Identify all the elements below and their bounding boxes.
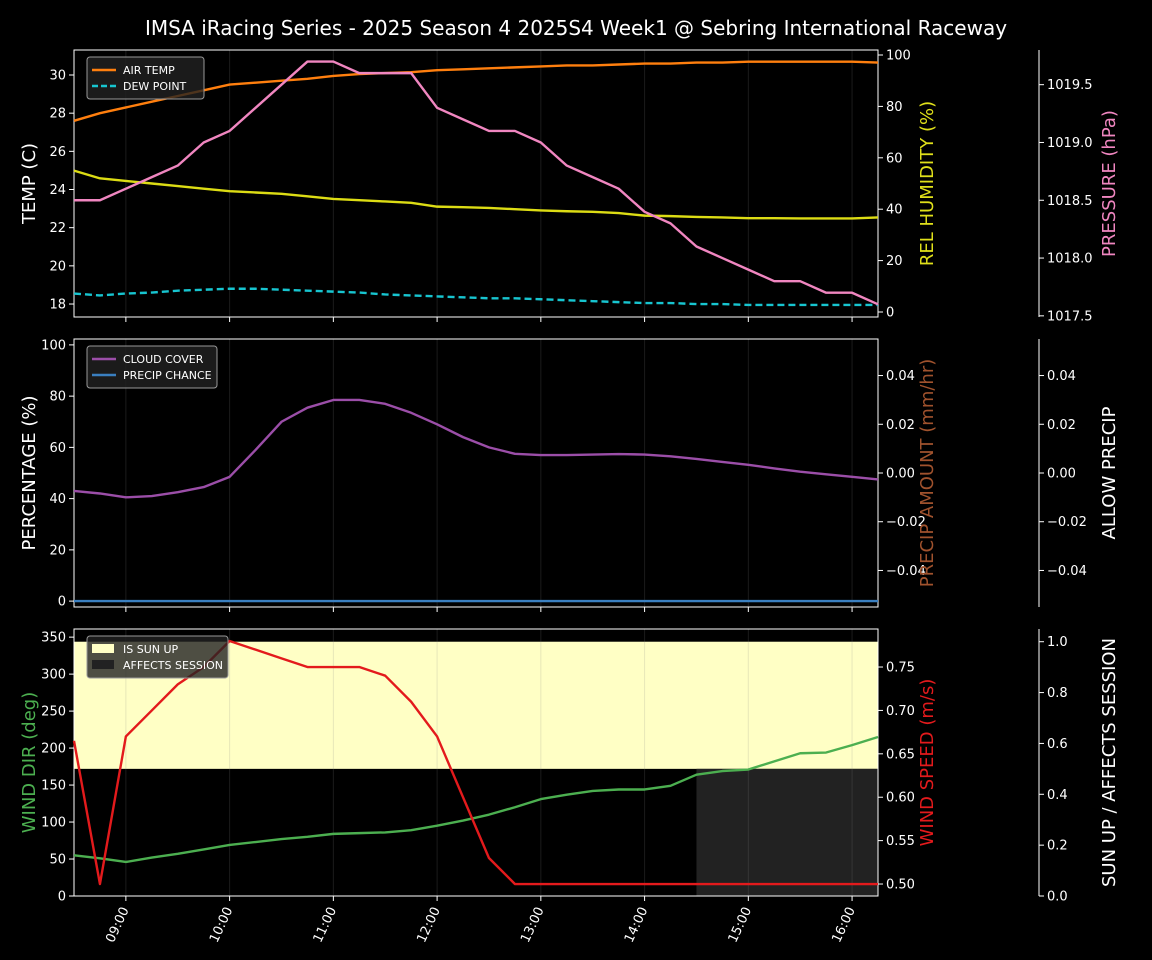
x-tick-label: 15:00 — [726, 905, 755, 945]
y-tick-label: 0.00 — [886, 467, 915, 482]
series-line-axis0 — [73, 735, 879, 864]
axis-label: PERCENTAGE (%) — [19, 395, 40, 550]
panel-3: 0 50 100 150 200 250 300 350 WIND DIR (deg) 0.50 0… — [19, 628, 1120, 945]
legend-label: PRECIP CHANCE — [123, 369, 212, 382]
y-tick-label: 100 — [41, 338, 66, 353]
plot-frame — [73, 49, 879, 318]
x-tick-label: 13:00 — [518, 905, 547, 945]
y-tick-label: 24 — [49, 183, 66, 198]
y-tick-label: 28 — [49, 107, 66, 122]
axis-label: WIND SPEED (m/s) — [917, 679, 938, 847]
panel-2: 0 20 40 60 80 100 PERCENTAGE (%) −0.04 −0.02 0.00… — [19, 338, 1120, 612]
y-tick-label: 26 — [49, 145, 66, 160]
panel-1: 18 20 22 24 26 28 30 TEMP (C) 0 20 40 60 80 100 REL HU… — [19, 49, 1120, 325]
y-tick-label: 50 — [49, 853, 66, 868]
series-line-axis1 — [73, 169, 879, 220]
y-tick-label: 1.0 — [1047, 635, 1068, 650]
y-tick-label: 30 — [49, 69, 66, 84]
y-tick-label: 0.60 — [886, 791, 915, 806]
y-tick-label: 80 — [886, 100, 903, 115]
y-tick-label: 60 — [49, 441, 66, 456]
plot-frame — [73, 628, 879, 897]
y-tick-label: 0.02 — [886, 418, 915, 433]
y-tick-label: 20 — [49, 543, 66, 558]
y-tick-label: 22 — [49, 221, 66, 236]
y-tick-label: 0.50 — [886, 878, 915, 893]
legend-label: CLOUD COVER — [123, 353, 204, 366]
y-tick-label: 0.8 — [1047, 686, 1068, 701]
x-tick-label: 16:00 — [829, 905, 858, 945]
axis-label: PRECIP AMOUNT (mm/hr) — [917, 359, 938, 588]
series-line-dew-point — [73, 287, 878, 307]
y-tick-label: 0.02 — [1047, 418, 1076, 433]
legend-label: DEW POINT — [123, 80, 187, 93]
y-tick-label: 18 — [49, 298, 66, 313]
y-tick-label: 1019.0 — [1047, 136, 1093, 151]
y-tick-label: 60 — [886, 151, 903, 166]
y-tick-label: 300 — [41, 668, 66, 683]
axis-label: SUN UP / AFFECTS SESSION — [1099, 638, 1120, 887]
y-tick-label: 1018.0 — [1047, 252, 1093, 267]
y-tick-label: 100 — [41, 816, 66, 831]
series-line-air-temp — [73, 60, 879, 122]
y-tick-label: 200 — [41, 742, 66, 757]
y-tick-label: 0.00 — [1047, 467, 1076, 482]
y-tick-label: 0.0 — [1047, 890, 1068, 905]
axis-label: REL HUMIDITY (%) — [917, 101, 938, 266]
y-tick-label: 0 — [58, 890, 66, 905]
legend: CLOUD COVER PRECIP CHANCE — [86, 345, 218, 389]
legend-swatch — [92, 644, 114, 653]
x-tick-label: 14:00 — [622, 905, 651, 945]
legend-box — [86, 56, 205, 100]
axis-label: ALLOW PRECIP — [1099, 406, 1120, 539]
y-tick-label: 40 — [886, 203, 903, 218]
y-tick-label: 0.04 — [1047, 369, 1076, 384]
axis-label: TEMP (C) — [19, 143, 40, 225]
y-tick-label: 0.04 — [886, 369, 915, 384]
y-tick-label: 0.70 — [886, 704, 915, 719]
legend-box — [86, 635, 229, 679]
y-tick-label: 0.65 — [886, 747, 915, 762]
y-tick-label: 20 — [886, 254, 903, 269]
y-tick-label: −0.04 — [1047, 564, 1087, 579]
y-tick-label: 1017.5 — [1047, 309, 1093, 324]
chart-title: IMSA iRacing Series - 2025 Season 4 2025… — [145, 16, 1007, 40]
y-tick-label: 150 — [41, 779, 66, 794]
y-tick-label: −0.04 — [886, 564, 926, 579]
y-tick-label: 0.55 — [886, 834, 915, 849]
y-tick-label: −0.02 — [1047, 515, 1087, 530]
series-line-cloud-cover — [73, 398, 879, 499]
x-tick-label: 10:00 — [207, 905, 236, 945]
legend-label: AIR TEMP — [123, 64, 175, 77]
y-tick-label: 0.6 — [1047, 737, 1068, 752]
legend-label: IS SUN UP — [123, 643, 179, 656]
y-tick-label: 100 — [886, 49, 911, 64]
legend-swatch — [92, 660, 114, 669]
x-tick-label: 09:00 — [103, 905, 132, 945]
y-tick-label: 80 — [49, 390, 66, 405]
axis-label: WIND DIR (deg) — [19, 692, 40, 834]
x-tick-label: 12:00 — [414, 905, 443, 945]
legend: IS SUN UP AFFECTS SESSION — [86, 635, 229, 679]
y-tick-label: 250 — [41, 705, 66, 720]
legend-label: AFFECTS SESSION — [123, 659, 223, 672]
y-tick-label: 1018.5 — [1047, 194, 1093, 209]
y-tick-label: 0 — [58, 595, 66, 610]
y-tick-label: −0.02 — [886, 515, 926, 530]
axis-label: PRESSURE (hPa) — [1099, 110, 1120, 257]
band-affects-session — [696, 768, 878, 896]
y-tick-label: 40 — [49, 492, 66, 507]
y-tick-label: 0 — [886, 305, 894, 320]
series-line-axis2 — [74, 60, 879, 306]
y-tick-label: 20 — [49, 259, 66, 274]
y-tick-label: 1019.5 — [1047, 78, 1093, 93]
y-tick-label: 0.2 — [1047, 839, 1068, 854]
legend: AIR TEMP DEW POINT — [86, 56, 205, 100]
y-tick-label: 350 — [41, 631, 66, 646]
y-tick-label: 0.4 — [1047, 788, 1068, 803]
x-tick-label: 11:00 — [311, 905, 340, 945]
y-tick-label: 0.75 — [886, 661, 915, 676]
legend-box — [86, 345, 218, 389]
